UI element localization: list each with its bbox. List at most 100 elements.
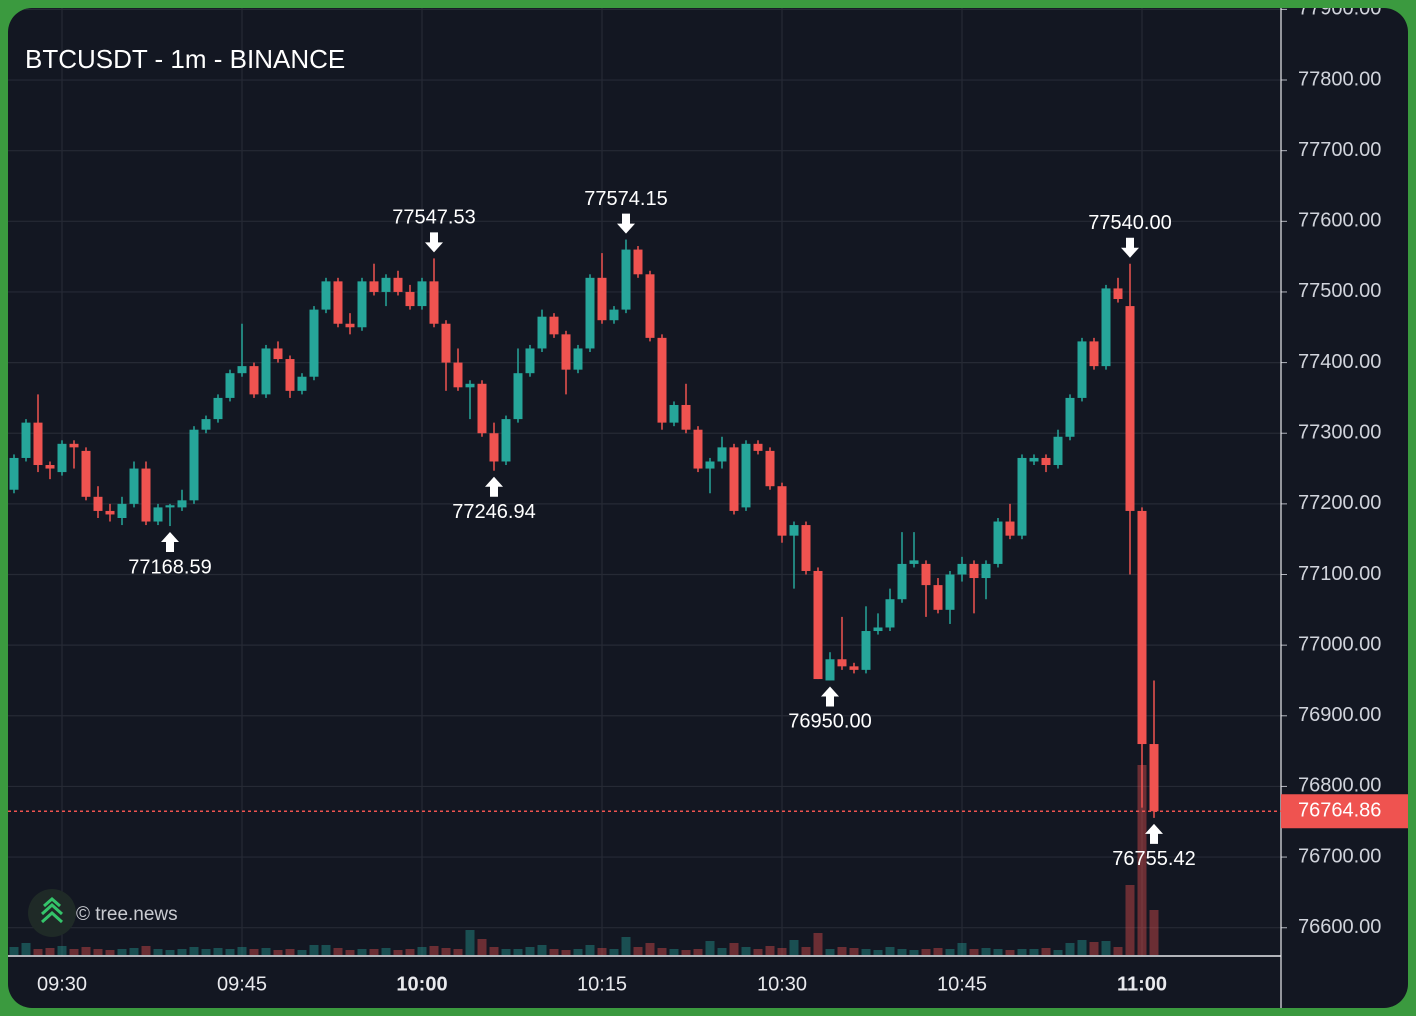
volume-bar [453,949,463,955]
volume-bar [189,947,199,955]
volume-bar [957,943,967,955]
volume-bar [1149,910,1159,955]
volume-bar [333,948,343,955]
volume-bar [801,947,811,955]
volume-bar [1137,765,1147,955]
candle-body [297,376,307,391]
volume-bar [789,940,799,955]
volume-bar [465,930,475,955]
candle-body [201,419,211,430]
candle-body [825,659,835,681]
volume-bar [1005,950,1015,955]
y-tick-label: 77900.00 [1298,0,1381,20]
candle-body [945,574,955,610]
candle-body [693,429,703,469]
volume-bar [1029,949,1039,955]
volume-bar [213,948,223,955]
volume-bar [501,949,511,955]
candle-body [1137,510,1147,745]
candle-body [1005,521,1015,536]
candle-body [993,521,1003,564]
y-tick-label: 77100.00 [1298,563,1381,585]
y-tick-label: 77500.00 [1298,280,1381,302]
volume-bar [345,950,355,955]
volume-bar [249,949,259,955]
candle-body [765,450,775,487]
arrow-up [821,686,839,707]
candle-body [1125,306,1135,511]
candle-body [477,383,487,434]
volume-bar [729,943,739,955]
y-tick-label: 76700.00 [1298,845,1381,867]
y-tick-label: 77200.00 [1298,492,1381,514]
volume-bar [1065,943,1075,955]
volume-bar [873,950,883,955]
candle-body [561,334,571,370]
candle-body [105,510,115,515]
candle-body [1113,288,1123,300]
x-tick-label: 09:45 [217,973,267,995]
candle-body [381,277,391,292]
candle-body [729,447,739,511]
volume-bar [9,947,19,955]
volume-bar [609,949,619,955]
volume-bar [21,943,31,955]
volume-bar [849,948,859,955]
candle-body [129,468,139,504]
candle-body [621,249,631,310]
volume-bar [357,949,367,955]
volume-bar [117,949,127,955]
candle-body [849,666,859,670]
candle-body [669,404,679,423]
y-tick-label: 77400.00 [1298,351,1381,373]
candle-body [417,281,427,307]
candle-body [9,457,19,490]
candle-body [585,277,595,349]
volume-bar [921,949,931,955]
candle-body [813,570,823,680]
y-tick-label: 76900.00 [1298,704,1381,726]
plot: 76600.00 76700.00 76800.00 76900.00 77000.00… [8,0,1408,1008]
volume-bar [885,947,895,955]
candle-body [573,348,583,370]
volume-bar [201,949,211,955]
volume-bar [237,947,247,955]
volume-bar [693,949,703,955]
x-tick-label: 11:00 [1117,973,1167,995]
candle-body [537,316,547,349]
volume-bar [837,947,847,955]
annotation-label: 77574.15 [584,188,667,210]
y-tick-label: 77300.00 [1298,422,1381,444]
volume-bar [1101,941,1111,955]
y-tick-label: 77700.00 [1298,139,1381,161]
candle-body [789,525,799,536]
candle-body [525,348,535,374]
y-tick-label: 77000.00 [1298,633,1381,655]
chart-title: BTCUSDT - 1m - BINANCE [25,44,345,74]
candle-body [117,503,127,518]
annotation-label: 77246.94 [452,501,535,523]
volume-bar [417,947,427,955]
volume-bar [273,950,283,955]
candle-body [237,366,247,374]
volume-bar [45,948,55,955]
candle-body [69,443,79,448]
candle-body [249,366,259,395]
volume-bar [741,947,751,955]
candle-body [285,359,295,391]
candle-body [1089,341,1099,367]
y-tick-label: 76800.00 [1298,775,1381,797]
volume-bar [297,950,307,955]
candle-body [45,465,55,469]
x-tick-label: 09:30 [37,973,87,995]
candle-body [957,563,967,575]
volume-bar [405,949,415,955]
candle-body [189,429,199,501]
candle-body [909,560,919,564]
last-price-box [1281,794,1408,829]
candle-body [633,249,643,275]
candle-body [1101,288,1111,367]
volume-bar [1089,942,1099,955]
volume-bar [525,947,535,955]
